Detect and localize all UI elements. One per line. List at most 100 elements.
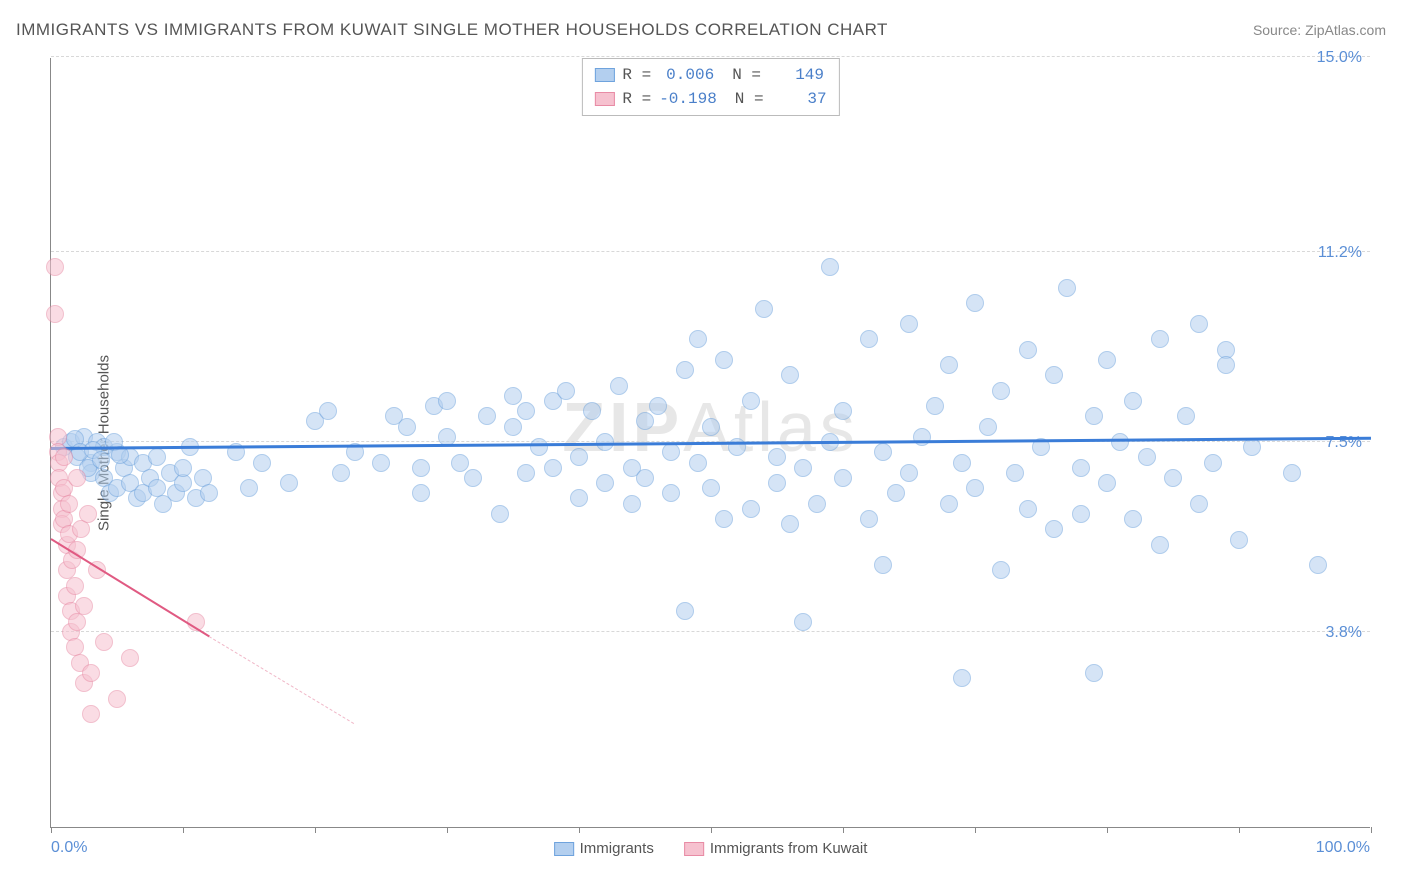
x-tick: [315, 827, 316, 833]
scatter-point: [174, 474, 192, 492]
scatter-point: [676, 361, 694, 379]
scatter-point: [72, 520, 90, 538]
scatter-point: [768, 448, 786, 466]
scatter-point: [992, 382, 1010, 400]
scatter-point: [1309, 556, 1327, 574]
scatter-point: [689, 330, 707, 348]
x-tick: [711, 827, 712, 833]
scatter-point: [504, 418, 522, 436]
scatter-point: [517, 464, 535, 482]
scatter-point: [1019, 341, 1037, 359]
scatter-point: [821, 258, 839, 276]
scatter-point: [1190, 495, 1208, 513]
correlation-stats-box: R = 0.006 N = 149 R = -0.198 N = 37: [581, 58, 839, 116]
scatter-point: [887, 484, 905, 502]
chart-container: IMMIGRANTS VS IMMIGRANTS FROM KUWAIT SIN…: [0, 0, 1406, 892]
scatter-point: [874, 556, 892, 574]
scatter-point: [610, 377, 628, 395]
stats-row: R = 0.006 N = 149: [594, 63, 826, 87]
scatter-point: [715, 510, 733, 528]
scatter-point: [478, 407, 496, 425]
bottom-legend: Immigrants Immigrants from Kuwait: [554, 840, 868, 857]
x-axis-min-label: 0.0%: [51, 839, 87, 857]
scatter-point: [60, 495, 78, 513]
scatter-point: [940, 495, 958, 513]
scatter-point: [1190, 315, 1208, 333]
series-swatch: [594, 92, 614, 106]
scatter-point: [451, 454, 469, 472]
scatter-point: [1085, 664, 1103, 682]
scatter-point: [1151, 536, 1169, 554]
scatter-point: [992, 561, 1010, 579]
scatter-point: [1072, 459, 1090, 477]
trend-line-extrapolated: [209, 636, 355, 724]
scatter-point: [1138, 448, 1156, 466]
scatter-point: [834, 402, 852, 420]
scatter-point: [900, 464, 918, 482]
scatter-point: [1243, 438, 1261, 456]
x-tick: [1107, 827, 1108, 833]
scatter-point: [834, 469, 852, 487]
scatter-point: [504, 387, 522, 405]
scatter-point: [781, 366, 799, 384]
y-tick-label: 15.0%: [1317, 49, 1362, 67]
gridline: [51, 251, 1370, 252]
gridline: [51, 631, 1370, 632]
series-swatch: [594, 68, 614, 82]
x-tick: [579, 827, 580, 833]
scatter-point: [68, 613, 86, 631]
scatter-point: [174, 459, 192, 477]
scatter-point: [1124, 392, 1142, 410]
y-tick-label: 11.2%: [1318, 244, 1362, 262]
scatter-point: [649, 397, 667, 415]
scatter-point: [1098, 351, 1116, 369]
scatter-point: [702, 479, 720, 497]
scatter-point: [82, 664, 100, 682]
scatter-point: [319, 402, 337, 420]
scatter-point: [1151, 330, 1169, 348]
source-attribution: Source: ZipAtlas.com: [1253, 22, 1386, 38]
scatter-point: [1111, 433, 1129, 451]
scatter-point: [900, 315, 918, 333]
scatter-point: [95, 633, 113, 651]
scatter-point: [557, 382, 575, 400]
scatter-point: [966, 479, 984, 497]
scatter-point: [1098, 474, 1116, 492]
scatter-point: [913, 428, 931, 446]
legend-item: Immigrants from Kuwait: [684, 840, 868, 857]
scatter-point: [148, 448, 166, 466]
scatter-point: [121, 649, 139, 667]
scatter-point: [742, 392, 760, 410]
x-tick: [1239, 827, 1240, 833]
scatter-point: [940, 356, 958, 374]
x-tick: [447, 827, 448, 833]
scatter-point: [1085, 407, 1103, 425]
scatter-point: [662, 484, 680, 502]
scatter-point: [82, 705, 100, 723]
scatter-point: [966, 294, 984, 312]
scatter-point: [860, 330, 878, 348]
stats-row: R = -0.198 N = 37: [594, 87, 826, 111]
scatter-point: [68, 469, 86, 487]
scatter-point: [280, 474, 298, 492]
scatter-point: [1283, 464, 1301, 482]
scatter-point: [755, 300, 773, 318]
scatter-point: [253, 454, 271, 472]
scatter-point: [92, 451, 110, 469]
scatter-point: [808, 495, 826, 513]
scatter-point: [544, 459, 562, 477]
scatter-point: [570, 448, 588, 466]
x-tick: [183, 827, 184, 833]
chart-title: IMMIGRANTS VS IMMIGRANTS FROM KUWAIT SIN…: [16, 20, 888, 40]
legend-swatch: [554, 842, 574, 856]
scatter-point: [781, 515, 799, 533]
scatter-point: [517, 402, 535, 420]
scatter-point: [55, 448, 73, 466]
y-tick-label: 3.8%: [1326, 624, 1362, 642]
scatter-point: [438, 392, 456, 410]
scatter-point: [46, 305, 64, 323]
scatter-point: [874, 443, 892, 461]
trend-line: [51, 437, 1371, 450]
scatter-point: [953, 454, 971, 472]
scatter-point: [1164, 469, 1182, 487]
